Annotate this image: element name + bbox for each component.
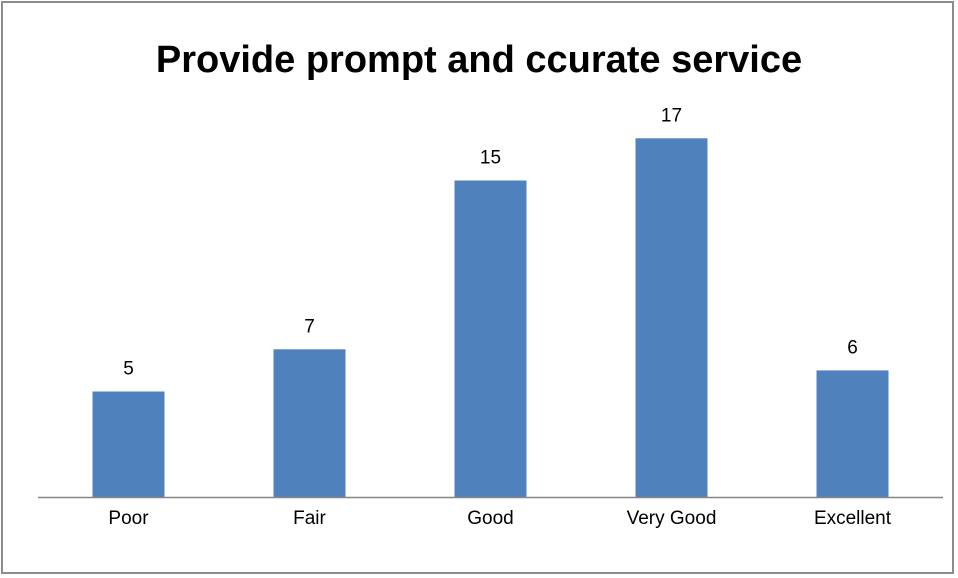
bar-good (454, 180, 527, 497)
bar-fair (273, 349, 346, 497)
bar-very-good (635, 138, 708, 498)
chart-title: Provide prompt and ccurate service (155, 39, 803, 81)
x-tick-label: Fair (293, 508, 326, 529)
x-tick-label: Poor (108, 508, 149, 529)
data-label: 5 (123, 359, 134, 380)
x-tick-label: Excellent (814, 508, 892, 529)
x-tick-label: Good (467, 508, 513, 529)
data-label: 15 (480, 148, 501, 169)
bar-excellent (816, 370, 889, 497)
data-label: 17 (661, 105, 682, 126)
data-label: 7 (304, 316, 315, 337)
x-tick-label: Very Good (627, 508, 717, 529)
bar-poor (92, 391, 165, 497)
data-label: 6 (847, 337, 858, 358)
